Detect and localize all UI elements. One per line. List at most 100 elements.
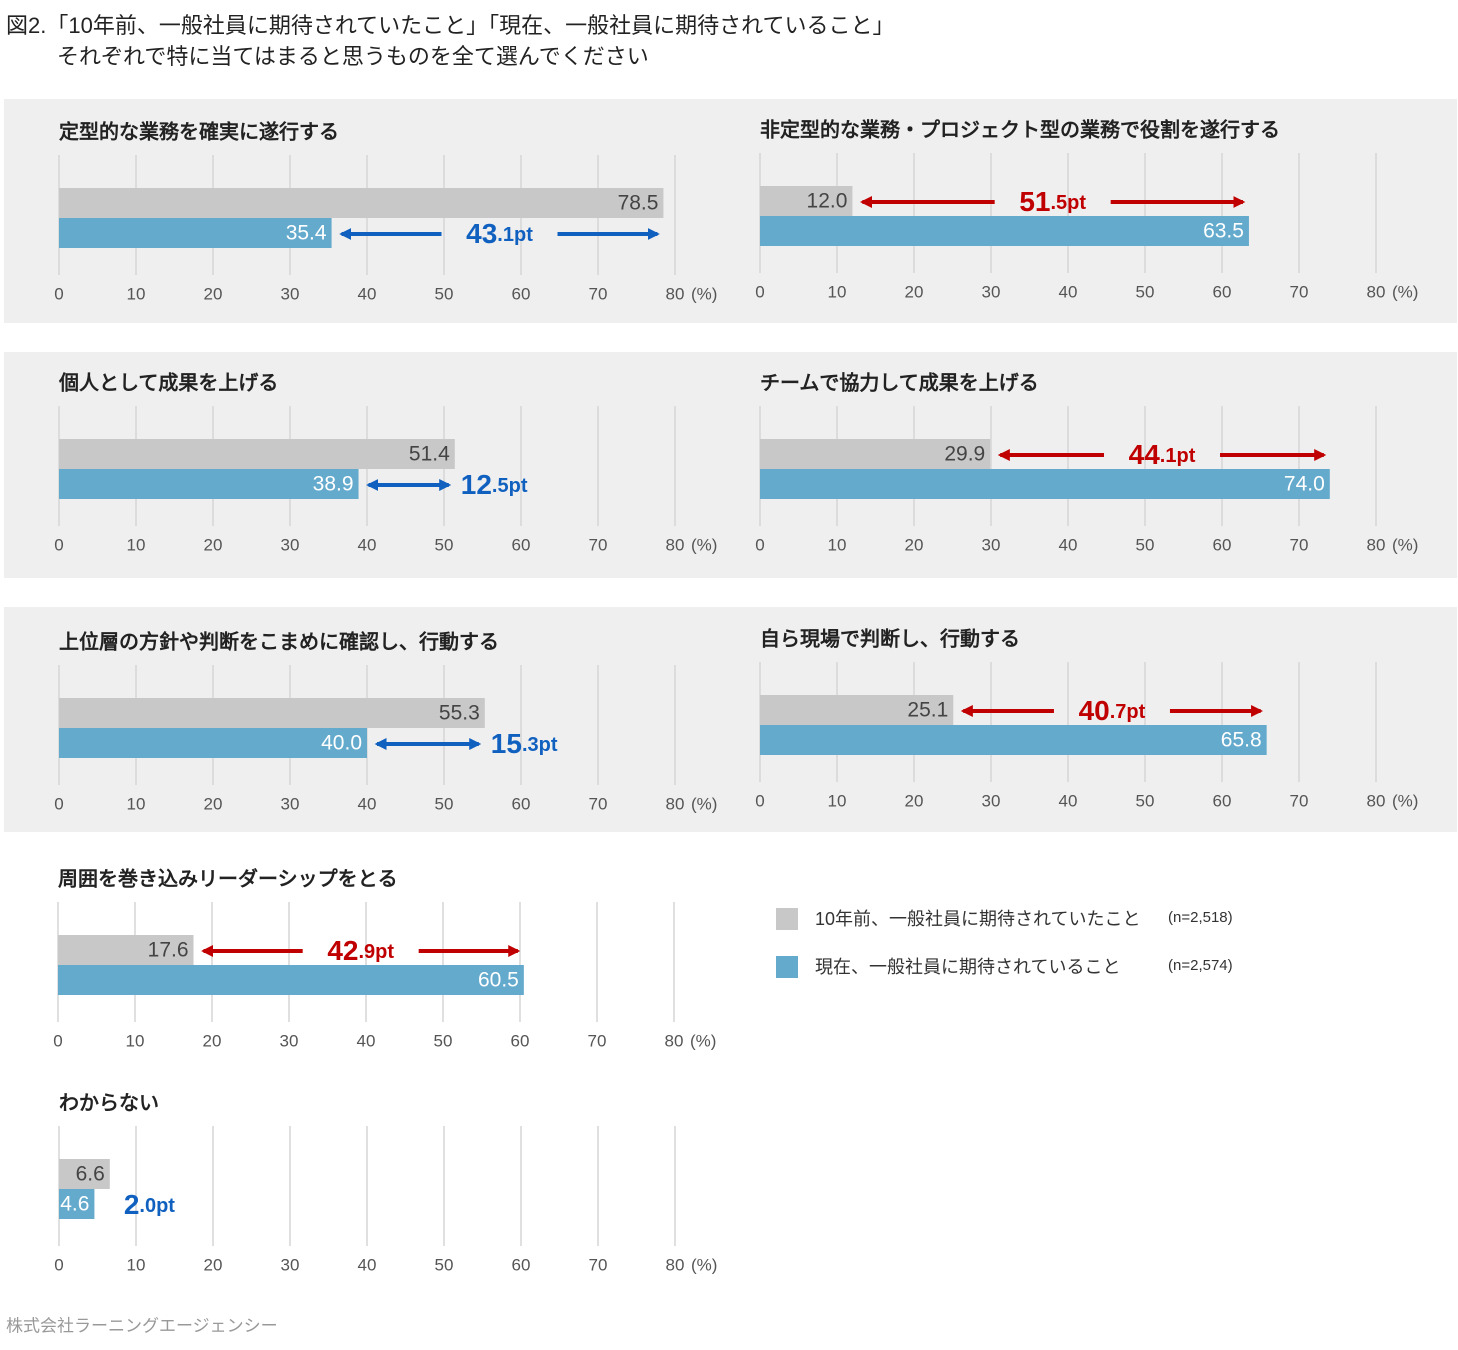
diff-major: 51 xyxy=(1019,186,1050,217)
x-tick-label: 60 xyxy=(512,794,531,813)
x-tick-label: 70 xyxy=(588,1031,607,1050)
x-tick-label: 80 xyxy=(666,794,685,813)
value-label: 74.0 xyxy=(1284,473,1325,496)
bar xyxy=(59,439,455,469)
x-tick-label: 10 xyxy=(127,794,146,813)
legend-swatch xyxy=(776,908,798,930)
x-tick-label: 60 xyxy=(512,284,531,303)
x-tick-label: 20 xyxy=(905,535,924,554)
value-label: 65.8 xyxy=(1221,729,1262,752)
bar xyxy=(58,965,524,995)
unit-label: (%) xyxy=(691,794,717,813)
diff-minor: .9pt xyxy=(358,941,394,963)
x-tick-label: 20 xyxy=(905,791,924,810)
x-tick-label: 40 xyxy=(358,535,377,554)
legend-label: 10年前、一般社員に期待されていたこと xyxy=(815,909,1140,929)
value-label: 25.1 xyxy=(907,699,948,722)
x-tick-label: 50 xyxy=(435,1255,454,1274)
value-label: 6.6 xyxy=(76,1163,105,1186)
unit-label: (%) xyxy=(1392,535,1418,554)
x-tick-label: 30 xyxy=(281,794,300,813)
panel-title: チームで協力して成果を上げる xyxy=(760,370,1039,394)
x-tick-label: 20 xyxy=(905,282,924,301)
diff-major: 42 xyxy=(327,935,358,966)
x-tick-label: 30 xyxy=(281,535,300,554)
x-tick-label: 80 xyxy=(1367,791,1386,810)
diff-label: 2.0pt xyxy=(124,1189,175,1220)
legend-n: (n=2,518) xyxy=(1168,909,1233,926)
x-tick-label: 0 xyxy=(54,794,63,813)
x-tick-label: 50 xyxy=(1136,791,1155,810)
x-tick-label: 80 xyxy=(1367,282,1386,301)
x-tick-label: 80 xyxy=(666,284,685,303)
x-tick-label: 40 xyxy=(357,1031,376,1050)
x-tick-label: 40 xyxy=(358,794,377,813)
x-tick-label: 70 xyxy=(589,794,608,813)
value-label: 4.6 xyxy=(60,1193,89,1216)
panel-title: 自ら現場で判断し、行動する xyxy=(760,626,1020,650)
unit-label: (%) xyxy=(1392,791,1418,810)
diff-minor: .1pt xyxy=(1160,445,1196,467)
diff-major: 40 xyxy=(1079,695,1110,726)
value-label: 55.3 xyxy=(439,702,480,725)
bar xyxy=(760,216,1249,246)
x-tick-label: 10 xyxy=(828,282,847,301)
diff-major: 43 xyxy=(466,218,497,249)
value-label: 51.4 xyxy=(409,443,450,466)
x-tick-label: 10 xyxy=(126,1031,145,1050)
x-tick-label: 70 xyxy=(589,284,608,303)
x-tick-label: 20 xyxy=(204,794,223,813)
x-tick-label: 80 xyxy=(665,1031,684,1050)
diff-major: 2 xyxy=(124,1189,140,1220)
x-tick-label: 60 xyxy=(511,1031,530,1050)
x-tick-label: 10 xyxy=(127,1255,146,1274)
x-tick-label: 0 xyxy=(54,284,63,303)
x-tick-label: 80 xyxy=(666,1255,685,1274)
x-tick-label: 0 xyxy=(755,282,764,301)
x-tick-label: 70 xyxy=(589,535,608,554)
bar xyxy=(760,439,991,469)
diff-label: 42.9pt xyxy=(327,935,394,966)
x-tick-label: 70 xyxy=(1290,282,1309,301)
x-tick-label: 30 xyxy=(982,535,1001,554)
x-tick-label: 50 xyxy=(1136,535,1155,554)
bar xyxy=(58,935,194,965)
value-label: 29.9 xyxy=(944,443,985,466)
diff-label: 43.1pt xyxy=(466,218,533,249)
panel-title: 定型的な業務を確実に遂行する xyxy=(59,119,339,143)
bar xyxy=(59,1189,95,1219)
x-tick-label: 80 xyxy=(666,535,685,554)
value-label: 35.4 xyxy=(286,222,327,245)
value-label: 63.5 xyxy=(1203,220,1244,243)
bar xyxy=(760,186,853,216)
diff-major: 15 xyxy=(491,728,522,759)
x-tick-label: 0 xyxy=(755,791,764,810)
x-tick-label: 20 xyxy=(204,1255,223,1274)
diff-label: 40.7pt xyxy=(1079,695,1146,726)
x-tick-label: 50 xyxy=(435,794,454,813)
unit-label: (%) xyxy=(691,284,717,303)
diff-minor: .3pt xyxy=(522,734,558,756)
diff-minor: .5pt xyxy=(1050,192,1086,214)
x-tick-label: 40 xyxy=(1059,791,1078,810)
value-label: 78.5 xyxy=(618,192,659,215)
x-tick-label: 30 xyxy=(281,1255,300,1274)
value-label: 60.5 xyxy=(478,969,519,992)
x-tick-label: 20 xyxy=(204,535,223,554)
diff-label: 44.1pt xyxy=(1129,439,1196,470)
value-label: 38.9 xyxy=(313,473,354,496)
panel-title: わからない xyxy=(59,1091,159,1114)
bar xyxy=(760,695,954,725)
x-tick-label: 30 xyxy=(982,791,1001,810)
bar xyxy=(59,728,367,758)
x-tick-label: 50 xyxy=(1136,282,1155,301)
x-tick-label: 70 xyxy=(1290,791,1309,810)
x-tick-label: 50 xyxy=(435,535,454,554)
bar xyxy=(59,698,485,728)
x-tick-label: 20 xyxy=(203,1031,222,1050)
x-tick-label: 70 xyxy=(589,1255,608,1274)
diff-minor: .0pt xyxy=(139,1195,175,1217)
x-tick-label: 40 xyxy=(358,284,377,303)
panel-title: 周囲を巻き込みリーダーシップをとる xyxy=(58,866,398,890)
x-tick-label: 0 xyxy=(54,535,63,554)
